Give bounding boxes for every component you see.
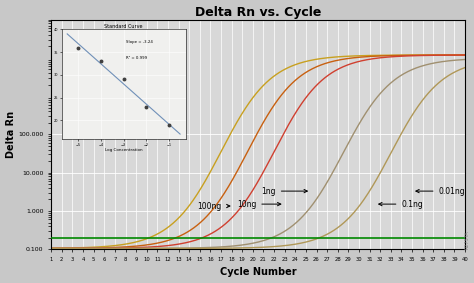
Title: Delta Rn vs. Cycle: Delta Rn vs. Cycle (195, 6, 321, 19)
X-axis label: Cycle Number: Cycle Number (220, 267, 296, 277)
Text: 0.01ng: 0.01ng (416, 186, 465, 196)
Text: 1ng: 1ng (261, 186, 307, 196)
Text: R275TA: R275TA (465, 230, 469, 249)
Text: 0.1ng: 0.1ng (379, 200, 423, 209)
Y-axis label: Delta Rn: Delta Rn (6, 111, 16, 158)
Text: 10ng: 10ng (237, 200, 281, 209)
Text: 100ng: 100ng (198, 201, 230, 211)
